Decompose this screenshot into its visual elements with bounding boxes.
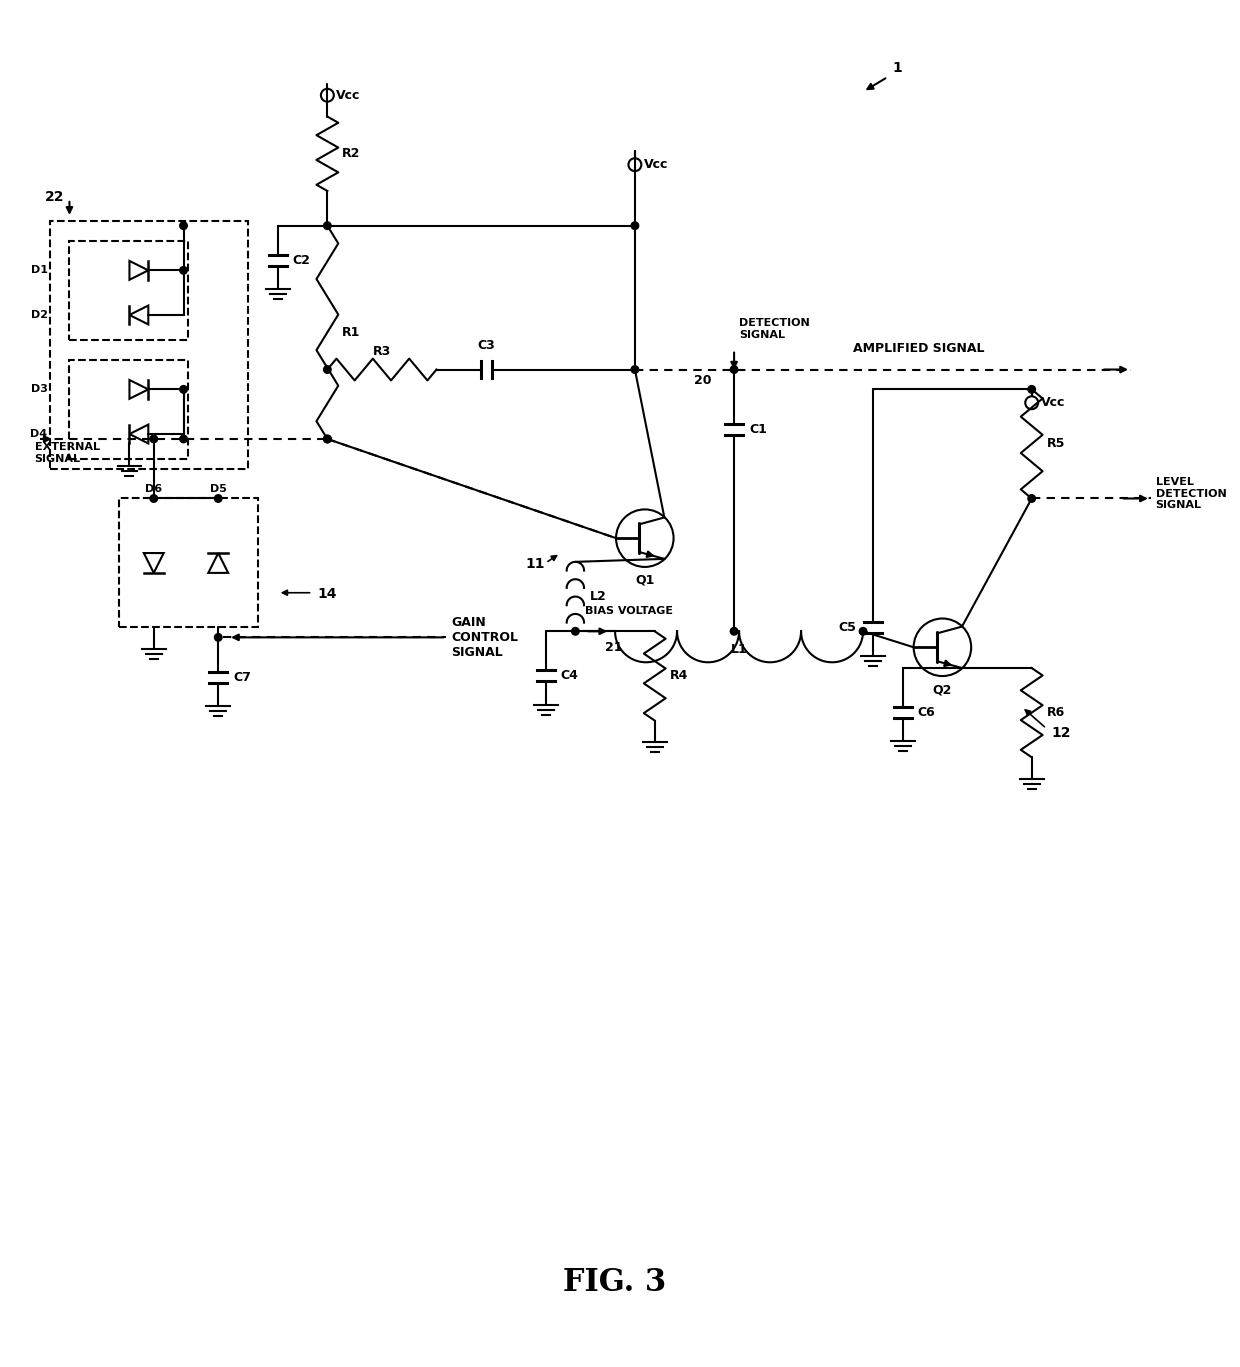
Text: BIAS VOLTAGE: BIAS VOLTAGE bbox=[585, 607, 673, 617]
Text: R3: R3 bbox=[373, 344, 391, 358]
Bar bbox=[69, 360, 188, 459]
Circle shape bbox=[324, 366, 331, 373]
Text: D2: D2 bbox=[31, 310, 47, 320]
Text: R6: R6 bbox=[1047, 707, 1065, 719]
Text: AMPLIFIED SIGNAL: AMPLIFIED SIGNAL bbox=[853, 342, 985, 354]
Circle shape bbox=[180, 385, 187, 394]
Circle shape bbox=[631, 221, 639, 230]
Text: R2: R2 bbox=[342, 148, 361, 160]
Text: L1: L1 bbox=[730, 644, 748, 656]
Text: C5: C5 bbox=[838, 621, 856, 634]
Circle shape bbox=[180, 267, 187, 275]
Text: D4: D4 bbox=[31, 429, 47, 439]
Text: Q2: Q2 bbox=[932, 684, 952, 696]
Circle shape bbox=[859, 627, 867, 636]
Text: 11: 11 bbox=[526, 556, 546, 571]
Text: FIG. 3: FIG. 3 bbox=[563, 1267, 667, 1297]
Text: R5: R5 bbox=[1047, 437, 1065, 451]
Text: DETECTION
SIGNAL: DETECTION SIGNAL bbox=[739, 319, 810, 340]
Text: 12: 12 bbox=[1052, 726, 1071, 740]
Circle shape bbox=[730, 366, 738, 373]
Text: C2: C2 bbox=[293, 254, 310, 267]
Text: D3: D3 bbox=[31, 384, 47, 394]
Text: C6: C6 bbox=[918, 707, 935, 719]
Circle shape bbox=[215, 633, 222, 641]
Text: D5: D5 bbox=[210, 484, 227, 493]
Text: 21: 21 bbox=[605, 641, 622, 655]
Text: 14: 14 bbox=[317, 586, 337, 600]
Text: 20: 20 bbox=[694, 375, 712, 387]
Text: Vcc: Vcc bbox=[336, 89, 361, 101]
Text: C7: C7 bbox=[233, 671, 250, 684]
Circle shape bbox=[180, 221, 187, 230]
Text: L2: L2 bbox=[590, 591, 608, 603]
Text: C4: C4 bbox=[560, 670, 578, 682]
Circle shape bbox=[324, 435, 331, 443]
Bar bbox=[50, 220, 248, 469]
Circle shape bbox=[150, 495, 157, 502]
Text: R1: R1 bbox=[342, 325, 361, 339]
Text: Vcc: Vcc bbox=[1040, 396, 1065, 409]
Text: D1: D1 bbox=[31, 265, 47, 275]
Text: LEVEL
DETECTION
SIGNAL: LEVEL DETECTION SIGNAL bbox=[1156, 477, 1226, 510]
Text: D6: D6 bbox=[145, 484, 162, 493]
Bar bbox=[119, 499, 258, 627]
Bar bbox=[69, 241, 188, 340]
Text: EXTERNAL
SIGNAL: EXTERNAL SIGNAL bbox=[35, 442, 99, 463]
Text: 22: 22 bbox=[45, 190, 64, 204]
Text: Vcc: Vcc bbox=[644, 159, 668, 171]
Circle shape bbox=[180, 435, 187, 443]
Circle shape bbox=[324, 221, 331, 230]
Text: C1: C1 bbox=[749, 422, 766, 436]
Circle shape bbox=[215, 495, 222, 502]
Text: C3: C3 bbox=[477, 339, 495, 351]
Text: GAIN
CONTROL
SIGNAL: GAIN CONTROL SIGNAL bbox=[451, 617, 518, 659]
Text: Q1: Q1 bbox=[635, 574, 655, 586]
Circle shape bbox=[1028, 385, 1035, 394]
Circle shape bbox=[730, 627, 738, 636]
Circle shape bbox=[1028, 495, 1035, 502]
Circle shape bbox=[150, 435, 157, 443]
Text: R4: R4 bbox=[670, 670, 688, 682]
Circle shape bbox=[631, 366, 639, 373]
Circle shape bbox=[324, 435, 331, 443]
Text: 1: 1 bbox=[893, 62, 903, 75]
Circle shape bbox=[572, 627, 579, 636]
